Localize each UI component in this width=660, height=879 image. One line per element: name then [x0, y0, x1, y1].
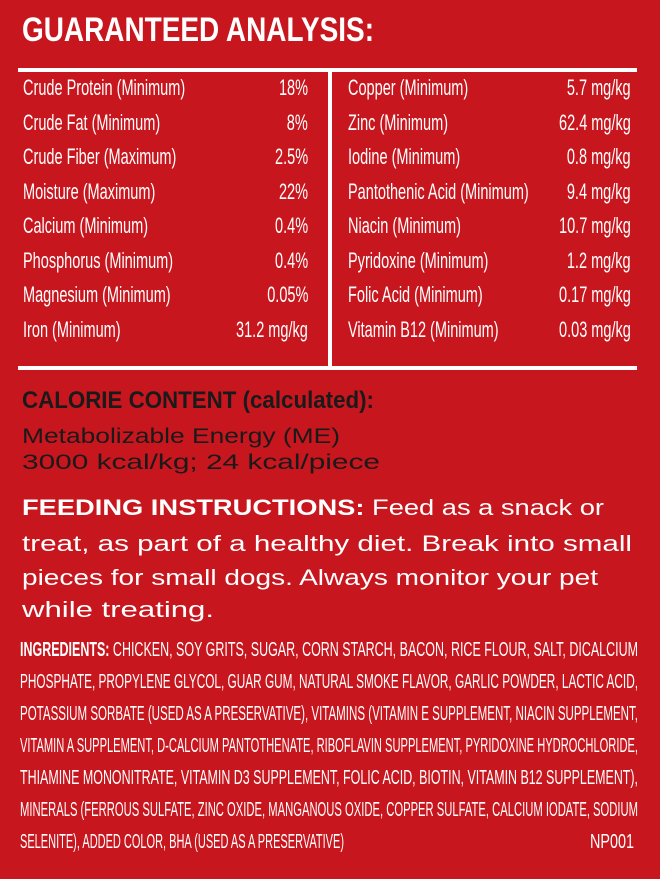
divider-top [18, 68, 637, 72]
ingredients-text: CHICKEN, SOY GRITS, SUGAR, CORN STARCH, … [109, 639, 638, 661]
feeding-text: Feed as a snack or [364, 495, 604, 520]
analysis-row: Iron (Minimum) 31.2 mg/kg [23, 315, 308, 345]
feeding-text: while treating. [22, 597, 214, 622]
analysis-row: Vitamin B12 (Minimum) 0.03 mg/kg [348, 315, 631, 345]
analysis-row: Pyridoxine (Minimum) 1.2 mg/kg [348, 246, 631, 276]
nutrient-label: Iron (Minimum) [23, 316, 121, 342]
nutrient-value: 0.05% [266, 282, 308, 307]
nutrient-value: 2.5% [274, 144, 308, 169]
nutrient-value: 0.03 mg/kg [559, 316, 631, 342]
analysis-row: Folic Acid (Minimum) 0.17 mg/kg [348, 280, 631, 310]
ingredients-line: THIAMINE MONONITRATE, VITAMIN D3 SUPPLEM… [20, 764, 660, 792]
ingredients-text: SELENITE), ADDED COLOR, BHA (USED AS A P… [20, 831, 344, 853]
nutrient-value: 31.2 mg/kg [236, 316, 308, 342]
nutrient-label: Moisture (Maximum) [23, 178, 156, 204]
nutrient-value: 8% [287, 109, 308, 135]
nutrient-label: Pantothenic Acid (Minimum) [348, 178, 529, 204]
nutrient-value: 0.17 mg/kg [559, 282, 631, 307]
ingredients-text: VITAMIN A SUPPLEMENT, D-CALCIUM PANTOTHE… [20, 735, 638, 757]
nutrient-value: 0.4% [274, 213, 308, 238]
analysis-row: Copper (Minimum) 5.7 mg/kg [348, 73, 631, 103]
nutrient-value: 0.4% [274, 247, 308, 273]
guaranteed-analysis-title: GUARANTEED ANALYSIS: [22, 10, 450, 50]
analysis-row: Zinc (Minimum) 62.4 mg/kg [348, 108, 631, 138]
nutrient-label: Iodine (Minimum) [348, 144, 461, 169]
calorie-line-text: Metabolizable Energy (ME) [22, 425, 340, 448]
feeding-line: treat, as part of a healthy diet. Break … [22, 529, 632, 559]
ingredients-text: THIAMINE MONONITRATE, VITAMIN D3 SUPPLEM… [20, 767, 638, 789]
nutrient-label: Calcium (Minimum) [23, 213, 149, 238]
calorie-line: Metabolizable Energy (ME) [22, 424, 340, 450]
nutrient-label: Crude Fiber (Maximum) [23, 144, 177, 169]
nutrient-label: Copper (Minimum) [348, 75, 469, 100]
ingredients-text: MINERALS (FERROUS SULFATE, ZINC OXIDE, M… [20, 799, 638, 821]
nutrient-label: Folic Acid (Minimum) [348, 282, 483, 307]
nutrient-label: Crude Protein (Minimum) [23, 75, 186, 100]
product-code-text: NP001 [590, 831, 634, 853]
ingredients-line: POTASSIUM SORBATE (USED AS A PRESERVATIV… [20, 700, 660, 728]
nutrient-label: Phosphorus (Minimum) [23, 247, 174, 273]
product-code: NP001 [590, 828, 651, 856]
calorie-line: 3000 kcal/kg; 24 kcal/piece [22, 450, 380, 476]
nutrient-value: 1.2 mg/kg [567, 247, 631, 273]
analysis-row: Calcium (Minimum) 0.4% [23, 211, 308, 241]
nutrient-value: 22% [278, 178, 308, 204]
analysis-row: Phosphorus (Minimum) 0.4% [23, 246, 308, 276]
feeding-text: treat, as part of a healthy diet. Break … [22, 531, 632, 556]
ingredients-text: PHOSPHATE, PROPYLENE GLYCOL, GUAR GUM, N… [20, 671, 638, 693]
nutrient-value: 62.4 mg/kg [559, 109, 631, 135]
feeding-line: while treating. [22, 595, 214, 625]
nutrient-label: Vitamin B12 (Minimum) [348, 316, 499, 342]
title-text: GUARANTEED ANALYSIS: [22, 11, 374, 49]
analysis-row: Moisture (Maximum) 22% [23, 177, 308, 207]
ingredients-line: MINERALS (FERROUS SULFATE, ZINC OXIDE, M… [20, 796, 660, 824]
nutrient-label: Pyridoxine (Minimum) [348, 247, 489, 273]
feeding-line: pieces for small dogs. Always monitor yo… [22, 563, 598, 593]
nutrient-label: Zinc (Minimum) [348, 109, 449, 135]
analysis-row: Crude Fat (Minimum) 8% [23, 108, 308, 138]
divider-bottom [18, 366, 637, 370]
nutrient-value: 9.4 mg/kg [567, 178, 631, 204]
calorie-heading: CALORIE CONTENT (calculated): [22, 386, 401, 416]
nutrient-label: Crude Fat (Minimum) [23, 109, 161, 135]
divider-vertical [328, 70, 332, 366]
analysis-row: Pantothenic Acid (Minimum) 9.4 mg/kg [348, 177, 631, 207]
ingredients-line: SELENITE), ADDED COLOR, BHA (USED AS A P… [20, 828, 609, 856]
feeding-text: pieces for small dogs. Always monitor yo… [22, 565, 598, 590]
ingredients-line: VITAMIN A SUPPLEMENT, D-CALCIUM PANTOTHE… [20, 732, 660, 760]
analysis-row: Crude Protein (Minimum) 18% [23, 73, 308, 103]
nutrient-value: 18% [278, 75, 308, 100]
analysis-row: Crude Fiber (Maximum) 2.5% [23, 142, 308, 172]
nutrient-label: Niacin (Minimum) [348, 213, 461, 238]
analysis-row: Magnesium (Minimum) 0.05% [23, 280, 308, 310]
nutrient-value: 0.8 mg/kg [567, 144, 631, 169]
ingredients-line: PHOSPHATE, PROPYLENE GLYCOL, GUAR GUM, N… [20, 668, 660, 696]
nutrient-value: 10.7 mg/kg [559, 213, 631, 238]
analysis-row: Niacin (Minimum) 10.7 mg/kg [348, 211, 631, 241]
calorie-line-text: 3000 kcal/kg; 24 kcal/piece [22, 451, 380, 474]
ingredients-heading: INGREDIENTS: [20, 639, 110, 661]
feeding-heading: FEEDING INSTRUCTIONS: [22, 495, 365, 520]
nutrient-value: 5.7 mg/kg [567, 75, 631, 100]
ingredients-text: POTASSIUM SORBATE (USED AS A PRESERVATIV… [20, 703, 638, 725]
calorie-heading-text: CALORIE CONTENT (calculated): [22, 387, 374, 414]
feeding-line: FEEDING INSTRUCTIONS: Feed as a snack or [22, 493, 604, 523]
nutrient-label: Magnesium (Minimum) [23, 282, 171, 307]
ingredients-line: INGREDIENTS: CHICKEN, SOY GRITS, SUGAR, … [20, 636, 660, 664]
analysis-row: Iodine (Minimum) 0.8 mg/kg [348, 142, 631, 172]
